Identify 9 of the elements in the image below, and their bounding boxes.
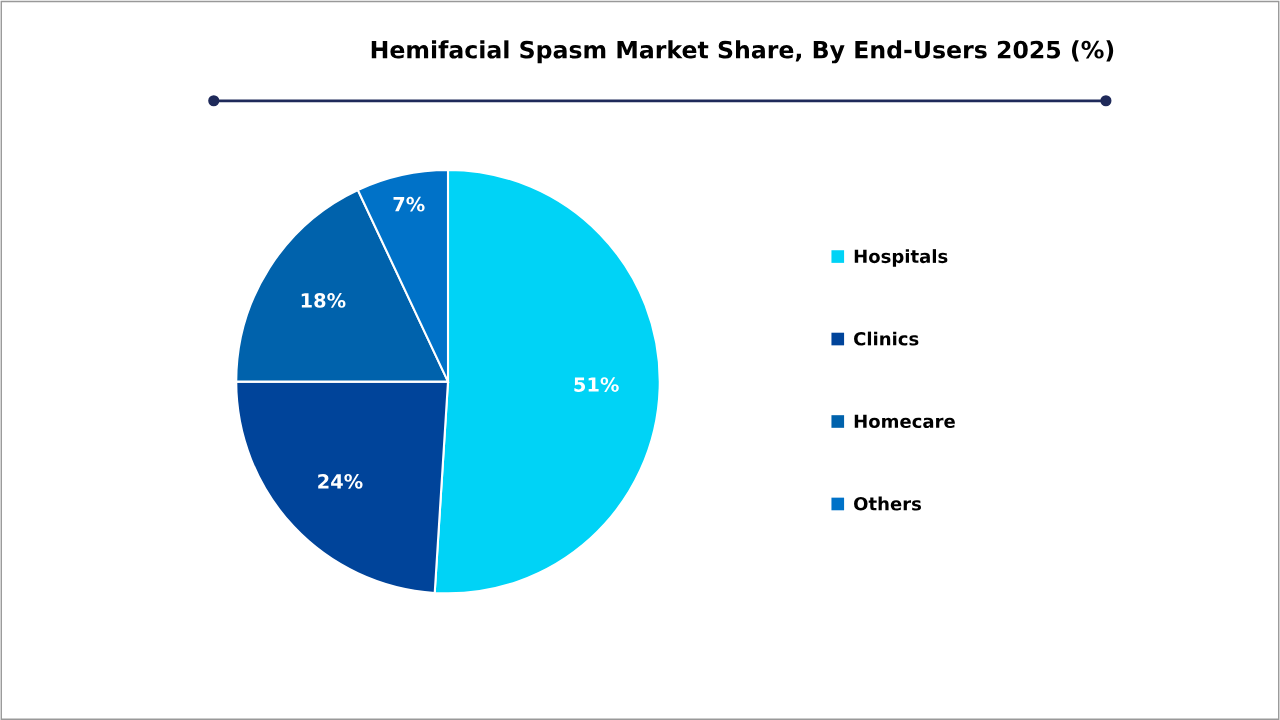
legend-label: Hospitals [854, 249, 948, 267]
data-label: 7% [393, 196, 425, 212]
data-label: 18% [301, 293, 346, 308]
legend-label: Others [854, 496, 921, 511]
legend-label: Homecare [854, 414, 955, 429]
data-label: 51% [574, 377, 619, 392]
chart-title: Hemifacial Spasm Market Share, By End-Users 2025 (%) [371, 40, 1114, 64]
legend-label: Clinics [854, 331, 919, 346]
data-label: 24% [318, 474, 363, 489]
